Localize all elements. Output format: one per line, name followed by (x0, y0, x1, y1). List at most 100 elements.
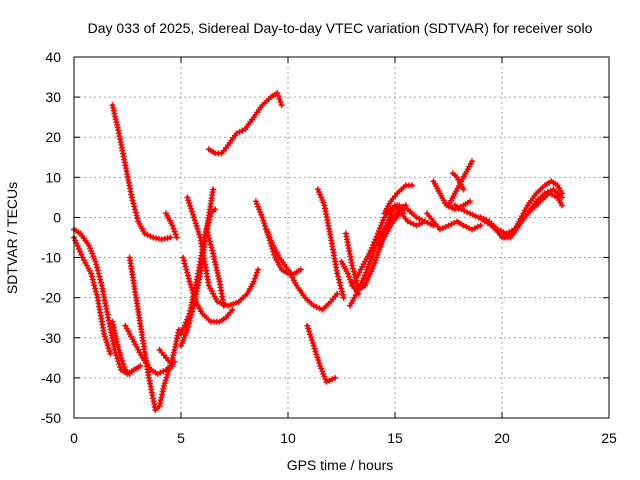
data-point-marker (373, 233, 380, 240)
data-point-marker (477, 222, 484, 229)
data-point-marker (93, 291, 100, 298)
data-point-marker (187, 203, 194, 209)
data-point-marker (297, 266, 304, 273)
data-point-marker (464, 209, 470, 216)
data-point-marker (204, 222, 211, 229)
data-point-marker (260, 217, 267, 224)
data-point-marker (340, 294, 347, 301)
data-point-marker (305, 325, 312, 332)
data-point-marker (379, 233, 386, 240)
ticks-layer: 0 5 10 15 20 25 -50 -40 -30 -20 -10 0 10 20 30 40 (41, 49, 617, 446)
series-arc-24 (381, 182, 416, 217)
data-point-marker (307, 331, 313, 338)
data-point-marker (121, 363, 128, 370)
data-point-marker (315, 357, 322, 364)
data-point-marker (359, 278, 366, 284)
data-point-marker (385, 217, 392, 224)
data-point-marker (180, 257, 187, 264)
data-point-marker (131, 203, 138, 210)
data-point-marker (259, 214, 266, 221)
series-arc-11 (180, 254, 236, 325)
data-point-marker (382, 225, 389, 232)
data-point-marker (96, 273, 103, 280)
data-point-marker (75, 246, 82, 252)
data-point-marker (339, 288, 345, 295)
data-point-marker (252, 272, 259, 279)
data-point-marker (210, 186, 217, 193)
data-point-marker (208, 244, 215, 251)
y-tick-label: 20 (45, 129, 61, 145)
data-point-marker (203, 226, 210, 233)
data-point-marker (171, 228, 178, 235)
data-point-marker (104, 342, 111, 349)
data-point-marker (189, 211, 196, 218)
series-arc-6 (126, 254, 182, 413)
data-point-marker (316, 360, 323, 366)
data-point-marker (277, 99, 284, 106)
data-point-marker (380, 217, 387, 224)
data-point-marker (318, 194, 325, 201)
data-point-marker (173, 234, 180, 241)
data-point-marker (274, 90, 281, 97)
series-arc-17 (304, 322, 339, 385)
data-point-marker (105, 345, 112, 352)
data-point-marker (255, 266, 261, 273)
data-point-marker (91, 282, 98, 289)
data-point-marker (278, 102, 285, 109)
data-point-marker (262, 223, 269, 229)
data-point-marker (188, 205, 195, 212)
data-point-marker (276, 96, 283, 103)
data-point-marker (252, 198, 259, 205)
data-point-marker (103, 339, 110, 346)
data-point-marker (187, 281, 194, 288)
data-point-marker (204, 229, 211, 236)
data-point-marker (350, 265, 356, 272)
data-point-marker (169, 362, 176, 369)
data-point-marker (350, 268, 357, 275)
data-point-marker (98, 279, 104, 286)
data-point-marker (192, 220, 199, 227)
data-point-marker (90, 279, 97, 286)
x-tick-label: 5 (177, 430, 185, 446)
data-point-marker (275, 93, 282, 100)
data-point-marker (209, 247, 216, 254)
data-point-marker (206, 238, 213, 245)
data-point-marker (181, 322, 188, 329)
data-point-marker (256, 206, 263, 213)
data-point-marker (191, 292, 198, 299)
x-tick-label: 25 (601, 430, 617, 446)
data-point-marker (184, 316, 191, 323)
series-arc-2 (71, 234, 114, 357)
data-point-marker (363, 279, 370, 286)
data-point-marker (368, 268, 375, 275)
data-point-marker (189, 208, 195, 215)
series-arc-16 (263, 226, 341, 313)
data-point-marker (77, 248, 84, 255)
data-point-marker (307, 334, 314, 341)
data-point-marker (88, 273, 95, 280)
data-point-marker (184, 194, 191, 201)
data-point-marker (89, 250, 96, 257)
data-point-marker (339, 291, 346, 298)
data-point-marker (107, 350, 114, 357)
data-point-marker (310, 342, 317, 349)
data-point-marker (402, 205, 408, 212)
data-point-marker (134, 215, 141, 222)
data-point-marker (469, 158, 475, 165)
data-point-marker (185, 272, 191, 279)
data-point-marker (92, 258, 99, 265)
data-point-marker (74, 243, 81, 250)
data-point-marker (171, 358, 178, 365)
data-point-marker (312, 348, 319, 355)
data-point-marker (380, 231, 387, 238)
data-point-marker (184, 269, 191, 276)
data-point-marker (163, 374, 170, 381)
data-point-marker (89, 276, 96, 283)
data-point-marker (186, 200, 193, 207)
data-point-marker (188, 284, 195, 291)
y-tick-label: 0 (53, 209, 61, 225)
series-arc-14 (205, 90, 285, 157)
data-point-marker (355, 286, 362, 293)
y-tick-label: -10 (41, 250, 61, 266)
